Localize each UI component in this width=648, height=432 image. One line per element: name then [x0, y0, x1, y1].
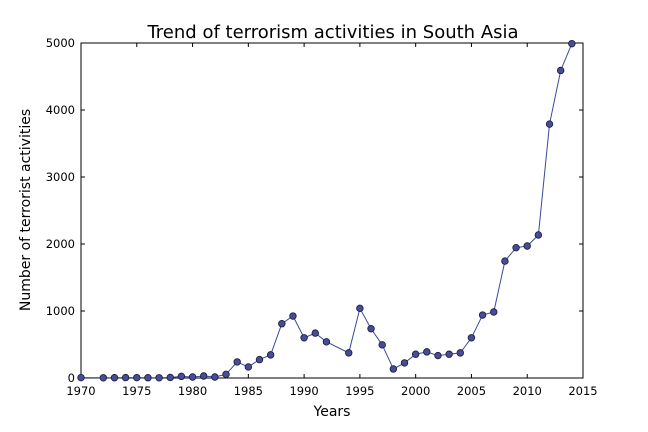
data-point	[200, 372, 208, 380]
data-point	[556, 66, 565, 75]
data-point	[155, 374, 163, 382]
y-tick-label: 1000	[46, 304, 75, 318]
data-point	[121, 373, 130, 382]
data-point	[266, 351, 275, 359]
data-point	[445, 350, 453, 358]
data-point	[501, 257, 509, 265]
data-point	[244, 363, 253, 371]
series-line	[80, 43, 573, 379]
x-tick-label: 2015	[568, 384, 597, 398]
data-point	[467, 334, 476, 342]
data-point	[110, 374, 119, 382]
data-point	[478, 311, 487, 319]
y-tick-label: 3000	[46, 170, 75, 184]
data-point	[523, 242, 531, 250]
data-point	[133, 373, 141, 382]
data-point	[400, 359, 409, 367]
data-point	[389, 365, 398, 373]
data-point	[345, 349, 353, 357]
data-point	[411, 350, 420, 358]
data-point	[255, 355, 264, 364]
x-axis-label: Years	[313, 404, 351, 420]
data-point	[222, 370, 230, 379]
x-axis: 1970 1975 1980 1985 1990 1995 2000 2005 2010 2015	[66, 43, 598, 398]
x-tick-label: 1985	[234, 384, 263, 398]
data-point	[367, 325, 375, 333]
y-tick-label: 2000	[46, 237, 75, 251]
data-point	[456, 349, 464, 357]
plot-area: 1970 1975 1980 1985 1990 1995 2000 2005 2010 2015…	[46, 36, 598, 398]
x-tick-label: 2000	[401, 384, 430, 398]
data-point	[278, 320, 286, 328]
data-point	[311, 329, 319, 337]
plot-frame	[80, 42, 584, 379]
data-point	[188, 373, 197, 381]
y-tick-label: 0	[68, 371, 75, 385]
chart-title: Trend of terrorism activities in South A…	[146, 22, 518, 43]
x-tick-label: 2010	[513, 384, 542, 398]
data-point	[490, 308, 498, 316]
data-point	[434, 351, 442, 360]
data-point	[300, 334, 308, 342]
data-point	[322, 338, 331, 346]
data-point	[99, 374, 108, 382]
x-tick-label: 1990	[289, 384, 318, 398]
data-point	[211, 373, 219, 381]
y-tick-label: 5000	[46, 36, 75, 50]
data-point	[144, 374, 152, 382]
x-tick-label: 2005	[457, 384, 486, 398]
data-point	[356, 304, 364, 313]
x-tick-label: 1970	[66, 384, 95, 398]
data-point	[568, 39, 576, 48]
x-tick-label: 1995	[345, 384, 374, 398]
data-point	[166, 373, 174, 382]
y-axis: 0 1000 2000 3000 4000 5000	[46, 36, 583, 385]
data-point	[378, 341, 386, 349]
data-point	[233, 358, 241, 366]
y-axis-label: Number of terrorist activities	[18, 109, 34, 311]
x-tick-label: 1980	[178, 384, 207, 398]
x-tick-label: 1975	[122, 384, 151, 398]
data-point	[423, 348, 431, 356]
data-point	[177, 372, 186, 381]
data-point	[512, 243, 520, 252]
data-point	[77, 373, 85, 382]
data-point	[289, 312, 297, 320]
y-tick-label: 4000	[46, 103, 75, 117]
data-series	[77, 39, 576, 382]
data-point	[545, 120, 554, 128]
data-point	[534, 231, 543, 239]
